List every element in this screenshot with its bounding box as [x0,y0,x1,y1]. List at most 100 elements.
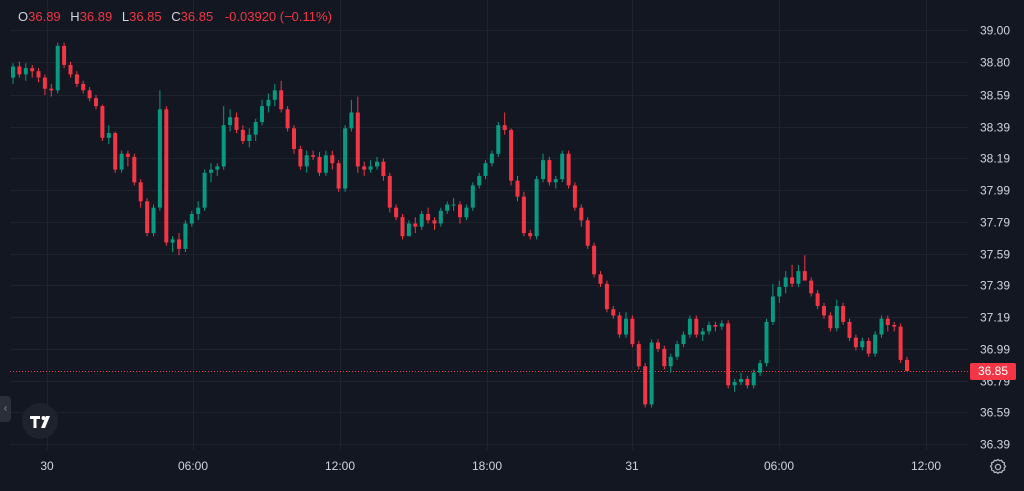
candle[interactable] [777,280,782,303]
candle[interactable] [209,163,213,183]
candle[interactable] [502,112,507,135]
candle[interactable] [451,198,456,211]
candle[interactable] [419,210,424,230]
candle[interactable] [751,369,756,389]
candle[interactable] [656,339,660,352]
candle[interactable] [170,236,175,253]
candle[interactable] [853,334,858,351]
candle[interactable] [547,156,552,186]
candle[interactable] [285,106,290,132]
candle[interactable] [164,106,169,246]
candle[interactable] [732,379,737,392]
candle[interactable] [247,128,252,148]
candle[interactable] [905,356,909,371]
candle[interactable] [707,321,711,335]
candle[interactable] [413,217,418,233]
candle[interactable] [151,204,156,237]
candle[interactable] [643,363,648,408]
candle[interactable] [177,233,181,256]
candle[interactable] [387,172,392,213]
candle[interactable] [464,204,469,221]
candle[interactable] [496,122,501,157]
candle[interactable] [94,95,98,110]
candle[interactable] [113,131,118,173]
candle[interactable] [234,112,239,134]
candle[interactable] [17,61,22,78]
candle[interactable] [687,315,692,338]
candle[interactable] [541,153,545,183]
candle[interactable] [432,217,437,230]
candle[interactable] [866,337,871,357]
candle[interactable] [157,90,162,211]
candle[interactable] [809,277,814,297]
candle[interactable] [739,372,743,386]
candle[interactable] [426,207,431,224]
candle[interactable] [445,201,450,214]
candle[interactable] [534,175,539,240]
candle[interactable] [368,160,373,173]
candle[interactable] [726,320,731,389]
candle[interactable] [592,242,597,278]
candle[interactable] [11,63,15,84]
candle[interactable] [132,153,137,186]
candle[interactable] [828,312,833,332]
candle[interactable] [458,201,462,224]
candle[interactable] [311,150,316,161]
candle[interactable] [834,299,839,332]
candle[interactable] [579,204,584,227]
candle[interactable] [662,345,667,370]
candle[interactable] [145,198,150,237]
candle[interactable] [221,106,226,170]
candle[interactable] [553,175,558,189]
candle[interactable] [36,68,41,83]
candle[interactable] [196,201,201,221]
candle[interactable] [189,210,194,227]
candle[interactable] [215,163,220,176]
candle[interactable] [758,359,763,376]
candle[interactable] [119,150,124,173]
candle[interactable] [892,321,897,332]
candle[interactable] [560,150,565,183]
candle[interactable] [470,182,475,211]
chevron-left-icon[interactable]: ‹ [0,396,11,422]
candle[interactable] [764,318,769,367]
gear-icon[interactable] [988,457,1008,477]
candle[interactable] [375,156,379,170]
candle[interactable] [62,42,67,69]
candle[interactable] [611,306,616,319]
candle[interactable] [400,214,405,240]
tradingview-logo-icon[interactable] [22,403,58,439]
candle[interactable] [381,158,386,181]
candle[interactable] [815,290,820,310]
candle[interactable] [604,280,609,313]
candle[interactable] [713,321,718,332]
candle[interactable] [649,339,654,408]
candle[interactable] [822,302,826,319]
candle[interactable] [355,96,360,173]
candle[interactable] [81,80,86,94]
candle[interactable] [183,220,188,253]
candle[interactable] [304,150,309,173]
candle[interactable] [515,175,520,202]
candle[interactable] [317,152,322,176]
candle[interactable] [477,172,482,189]
candle[interactable] [330,150,335,170]
candle[interactable] [489,150,494,167]
candle[interactable] [23,63,28,81]
candle[interactable] [30,64,35,78]
candle[interactable] [879,315,884,338]
candle[interactable] [841,302,846,325]
candle[interactable] [240,125,245,145]
candle[interactable] [272,83,277,107]
candle[interactable] [106,125,111,145]
candle[interactable] [253,118,258,141]
candle[interactable] [298,145,303,170]
candle[interactable] [700,328,705,341]
candle[interactable] [509,128,514,186]
time-axis[interactable]: 30 06:00 12:00 18:00 31 06:00 12:00 [40,459,941,473]
candle[interactable] [406,220,411,237]
candle[interactable] [624,312,628,338]
candle[interactable] [745,375,750,389]
candle[interactable] [860,337,865,351]
